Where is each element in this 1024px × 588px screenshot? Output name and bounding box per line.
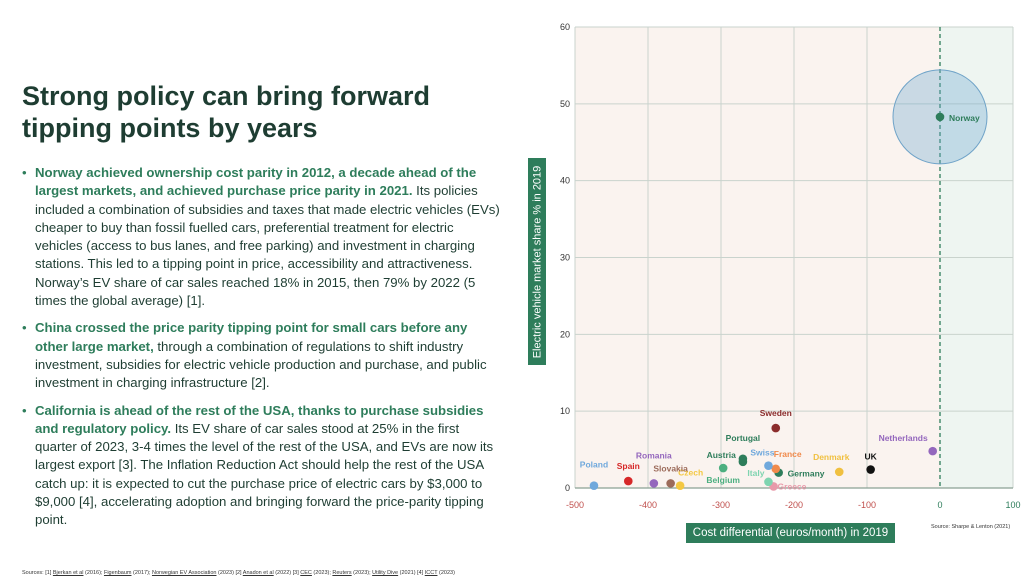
y-tick-label: 20 bbox=[560, 329, 570, 339]
source-link[interactable]: Norwegian EV Association bbox=[151, 570, 217, 576]
data-label-portugal: Portugal bbox=[726, 433, 760, 443]
data-label-austria: Austria bbox=[707, 450, 737, 460]
bullet-california: California is ahead of the rest of the U… bbox=[22, 402, 500, 530]
y-axis-label-text: Electric vehicle market share % in 2019 bbox=[531, 165, 543, 358]
x-tick-label: -300 bbox=[712, 500, 730, 510]
data-point-uk bbox=[866, 465, 875, 474]
bullet-highlight: China crossed the price parity tipping p… bbox=[35, 320, 468, 354]
source-text: (2016); bbox=[83, 570, 104, 576]
source-text: (2023) bbox=[437, 570, 455, 576]
data-point-spain bbox=[623, 476, 633, 486]
bullet-text: through a combination of regulations to … bbox=[35, 338, 487, 391]
y-tick-label: 30 bbox=[560, 253, 570, 263]
page-title: Strong policy can bring forward tipping … bbox=[22, 81, 431, 143]
data-label-france: France bbox=[774, 449, 802, 459]
data-label-netherlands: Netherlands bbox=[879, 433, 928, 443]
source-text: (2017); bbox=[131, 570, 152, 576]
data-label-sweden: Sweden bbox=[760, 408, 792, 418]
bullet-text: Its policies included a combination of s… bbox=[35, 183, 500, 309]
bullet-china: China crossed the price parity tipping p… bbox=[22, 319, 500, 392]
sources-footnote: Sources: [1] Bjerkan et al (2016); Figen… bbox=[22, 570, 455, 576]
data-label-norway: Norway bbox=[949, 113, 980, 123]
source-link[interactable]: Bjerkan et al bbox=[52, 570, 84, 576]
data-point-netherlands bbox=[928, 446, 937, 456]
bullet-text: Its EV share of car sales stood at 25% i… bbox=[35, 420, 494, 528]
source-link[interactable]: Anadon et al bbox=[242, 570, 274, 576]
source-text: (2021) [4] bbox=[398, 570, 425, 576]
data-point-italy bbox=[764, 477, 773, 487]
data-point-norway bbox=[935, 112, 945, 122]
source-text: (2023); bbox=[351, 570, 373, 576]
x-tick-label: 100 bbox=[1005, 500, 1020, 510]
data-label-denmark: Denmark bbox=[813, 452, 850, 462]
y-tick-label: 10 bbox=[560, 406, 570, 416]
data-point-slovakia bbox=[666, 479, 675, 488]
data-label-romania: Romania bbox=[636, 450, 672, 460]
sources-prefix: Sources: [1] bbox=[22, 570, 53, 576]
data-label-uk: UK bbox=[865, 452, 878, 462]
data-label-czech: Czech bbox=[678, 468, 703, 478]
data-point-austria bbox=[738, 457, 748, 467]
source-link[interactable]: Utility Dive bbox=[372, 570, 399, 576]
data-label-poland: Poland bbox=[580, 460, 608, 470]
data-point-belgium bbox=[718, 463, 728, 473]
data-label-italy: Italy bbox=[747, 468, 764, 478]
source-link[interactable]: Figenbaum bbox=[103, 570, 132, 576]
source-link[interactable]: ICCT bbox=[424, 570, 438, 576]
x-tick-label: -100 bbox=[858, 500, 876, 510]
bullet-highlight: California is ahead of the rest of the U… bbox=[35, 402, 484, 436]
y-tick-label: 40 bbox=[560, 176, 570, 186]
source-link[interactable]: CEC bbox=[300, 570, 312, 576]
data-point-denmark bbox=[834, 467, 844, 477]
source-text: (2022) [3] bbox=[273, 570, 301, 576]
y-axis-label: Electric vehicle market share % in 2019 bbox=[528, 158, 546, 365]
data-label-greece: Greece bbox=[778, 481, 807, 491]
data-label-germany: Germany bbox=[788, 469, 825, 479]
data-label-spain: Spain bbox=[617, 461, 640, 471]
x-tick-label: -500 bbox=[566, 500, 584, 510]
y-tick-label: 0 bbox=[565, 483, 570, 493]
bullet-list: Norway achieved ownership cost parity in… bbox=[22, 164, 500, 539]
x-tick-label: -400 bbox=[639, 500, 657, 510]
data-point-sweden bbox=[771, 423, 781, 433]
source-link[interactable]: Reuters bbox=[332, 570, 352, 576]
source-text: (2023); bbox=[311, 570, 333, 576]
bullet-highlight: Norway achieved ownership cost parity in… bbox=[35, 165, 477, 199]
bullet-norway: Norway achieved ownership cost parity in… bbox=[22, 164, 500, 310]
data-label-swiss: Swiss bbox=[750, 448, 774, 458]
data-point-czech bbox=[675, 481, 685, 490]
y-tick-label: 50 bbox=[560, 99, 570, 109]
data-label-belgium: Belgium bbox=[706, 475, 740, 485]
data-point-poland bbox=[589, 481, 599, 490]
x-axis-label: Cost differential (euros/month) in 2019 bbox=[686, 523, 895, 543]
data-point-romania bbox=[649, 479, 659, 488]
source-text: (2023) [2] bbox=[216, 570, 243, 576]
x-tick-label: 0 bbox=[937, 500, 942, 510]
y-tick-label: 60 bbox=[560, 22, 570, 32]
chart-source: Source: Sharpe & Lenton (2021) bbox=[931, 524, 1011, 530]
data-point-swiss bbox=[764, 461, 773, 471]
data-label-slovakia: Slovakia bbox=[653, 463, 688, 473]
x-tick-label: -200 bbox=[785, 500, 803, 510]
data-point-france bbox=[771, 464, 781, 474]
